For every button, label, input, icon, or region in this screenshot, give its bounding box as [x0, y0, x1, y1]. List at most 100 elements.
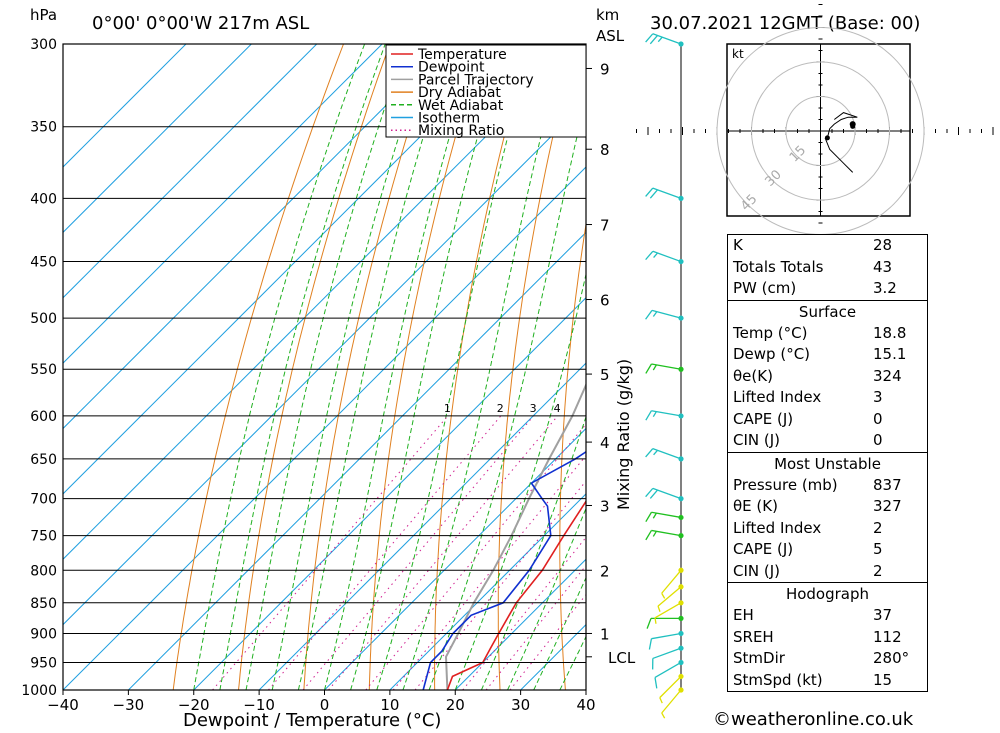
- pressure-tick-label: 550: [30, 362, 57, 378]
- isotherm-line: [324, 427, 586, 690]
- wind-barb: [654, 659, 684, 689]
- hodograph-index-label: StmDir: [733, 649, 785, 667]
- km-tick-label: 7: [600, 217, 610, 235]
- surface-index-row: CAPE (J) 0: [728, 409, 927, 431]
- lcl-label: LCL: [608, 649, 636, 667]
- wind-barb: [645, 309, 684, 321]
- wind-barb-flag: [645, 309, 653, 320]
- mixing-ratio-label: 4: [554, 402, 561, 415]
- surface-index-value: 3: [873, 388, 883, 406]
- wind-barb-flag: [653, 252, 658, 258]
- surface-index-row: CIN (J) 0: [728, 430, 927, 452]
- wind-barb: [646, 615, 684, 629]
- surface-index-row: θe(K) 324: [728, 366, 927, 388]
- isotherm-line: [258, 362, 586, 690]
- surface-index-row: Lifted Index 3: [728, 387, 927, 409]
- mixing-ratio-line: [414, 480, 586, 690]
- legend-box: [385, 44, 587, 138]
- asl-label: ASL: [596, 27, 625, 45]
- pressure-tick-label: 400: [30, 191, 57, 207]
- km-tick-label: 3: [600, 497, 610, 515]
- dewpoint-line: [422, 450, 586, 690]
- mixing-ratio-line: [268, 415, 502, 690]
- mixing-ratio-line: [328, 415, 559, 690]
- hodograph-index-label: SREH: [733, 627, 774, 646]
- x-tick-label: 0: [320, 696, 330, 714]
- general-index-row: K 28: [728, 235, 927, 257]
- wind-barb-shaft: [652, 647, 682, 660]
- wet-adiabat-line: [533, 576, 586, 690]
- wind-barb-shaft: [654, 661, 682, 679]
- isotherm-line: [454, 558, 586, 690]
- hodograph-index-label: EH: [733, 606, 754, 624]
- isotherm-line: [63, 100, 586, 626]
- general-index-row: Totals Totals 43: [728, 257, 927, 279]
- wet-adiabat-line: [245, 44, 408, 690]
- dry-adiabat-line: [942, 44, 1000, 690]
- surface-index-label: Temp (°C): [733, 323, 808, 342]
- dry-adiabat-line: [172, 44, 344, 690]
- surface-index-label: Lifted Index: [733, 388, 822, 406]
- most-unstable-index-row: CAPE (J) 5: [728, 539, 927, 561]
- isotherm-line: [389, 493, 586, 690]
- x-axis-label: Dewpoint / Temperature (°C): [183, 710, 441, 731]
- legend-label: Wet Adiabat: [418, 98, 504, 114]
- wet-adiabat-line: [376, 44, 534, 690]
- hodograph-index-row: StmDir 280°: [728, 648, 927, 670]
- copyright[interactable]: ©weatheronline.co.uk: [713, 709, 914, 730]
- datetime-title: 30.07.2021 12GMT (Base: 00): [650, 13, 920, 34]
- x-tick-label: −20: [178, 696, 210, 714]
- wind-barb-shaft: [661, 689, 682, 714]
- km-tick-label: 8: [600, 141, 610, 159]
- hodograph-index-label: StmSpd (kt): [733, 670, 823, 689]
- dry-adiabat-line: [991, 44, 1000, 690]
- wind-barb: [645, 250, 684, 265]
- hodograph-index-value: 15: [873, 670, 893, 689]
- wind-barb-flag: [652, 512, 657, 519]
- surface-index-label: θe(K): [733, 366, 773, 385]
- wind-barb: [661, 687, 684, 719]
- hodograph-index-value: 37: [873, 606, 893, 624]
- hodograph-trace: [826, 112, 858, 139]
- hodograph-ring: [785, 96, 856, 166]
- mixing-ratio-label: 20: [702, 402, 716, 415]
- mixing-ratio-line: [462, 536, 586, 690]
- general-index-label: Totals Totals: [733, 257, 824, 276]
- hodograph-index-row: SREH 112: [728, 627, 927, 649]
- wind-barb-flag: [661, 592, 666, 599]
- isotherm-line: [63, 44, 579, 560]
- wet-adiabat-line: [350, 44, 505, 690]
- wind-barb: [645, 187, 684, 201]
- hodograph-header: Hodograph: [728, 582, 927, 605]
- wind-barb-flag: [649, 35, 658, 45]
- most-unstable-index-row: Pressure (mb) 837: [728, 475, 927, 497]
- wind-barb: [652, 645, 684, 670]
- wind-barb-flag: [654, 677, 658, 689]
- most-unstable-index-value: 2: [873, 561, 883, 580]
- wet-adiabat-line: [297, 44, 453, 690]
- km-tick-label: 2: [600, 562, 610, 580]
- wind-barb: [661, 567, 684, 599]
- pressure-tick-label: 900: [30, 626, 57, 642]
- isotherm-line: [193, 297, 586, 690]
- legend-label: Dewpoint: [418, 60, 485, 76]
- wet-adiabat-line: [219, 44, 386, 690]
- pressure-tick-label: 650: [30, 452, 57, 468]
- hodograph-index-value: 280°: [873, 649, 910, 667]
- wind-barb-flag: [645, 187, 654, 197]
- wind-barb: [654, 600, 684, 624]
- wind-barb-shaft: [657, 586, 682, 607]
- km-tick-label: 1: [600, 625, 610, 643]
- hodograph-point: [850, 123, 856, 129]
- legend-label: Parcel Trajectory: [418, 72, 534, 88]
- wind-barb-dot: [678, 533, 684, 539]
- wind-barb-flag: [645, 250, 654, 261]
- km-tick-label: 4: [600, 434, 610, 452]
- wind-barb-shaft: [654, 602, 682, 619]
- most-unstable-index-row: Lifted Index 2: [728, 518, 927, 540]
- wind-barb-flag: [645, 448, 654, 458]
- wind-barb-flag: [661, 712, 666, 719]
- legend-label: Temperature: [417, 47, 507, 63]
- mixing-ratio-line: [365, 423, 586, 690]
